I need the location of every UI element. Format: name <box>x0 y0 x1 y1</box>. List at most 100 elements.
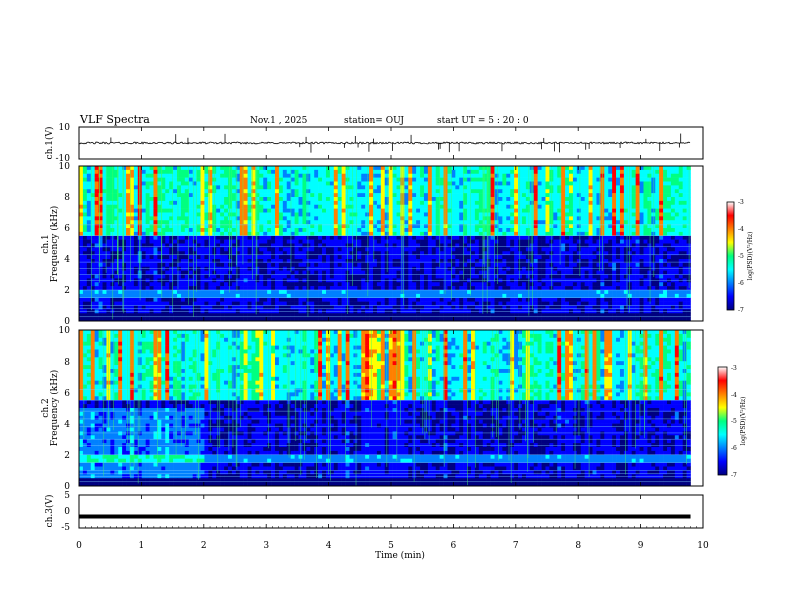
spectrogram-cell <box>427 228 433 233</box>
spectrogram-cell <box>490 220 495 225</box>
spectrogram-cell <box>200 247 205 252</box>
spectrogram-cell <box>259 274 264 279</box>
spectrogram-cell <box>569 239 574 244</box>
spectrogram-cell <box>584 220 589 225</box>
spectrogram-cell <box>357 169 362 175</box>
spectrogram-cell <box>451 243 456 248</box>
spectrogram-cell <box>165 243 170 248</box>
spectrogram-cell <box>639 181 644 186</box>
spectrogram-cell <box>651 220 656 225</box>
spectrogram-cell <box>188 274 193 279</box>
spectrogram-cell <box>294 255 299 260</box>
spectrogram-cell <box>259 193 264 198</box>
spectrogram-cell <box>467 262 472 268</box>
spectrogram-cell <box>98 262 103 268</box>
spectrogram-cell <box>349 216 354 221</box>
spectrogram-cell <box>478 173 484 178</box>
spectrogram-cell <box>655 208 660 213</box>
spectrogram-cell <box>361 259 366 264</box>
spectrogram-cell <box>290 185 295 190</box>
spectrogram-cell <box>204 266 209 271</box>
spectrogram-cell <box>580 216 585 221</box>
spectrogram-cell <box>494 251 499 256</box>
spectrogram-cell <box>510 185 515 190</box>
spectrogram-cell <box>490 181 495 186</box>
spectrogram-cell <box>608 208 613 213</box>
spectrogram-cell <box>192 239 197 244</box>
spectrogram-cell <box>196 255 201 260</box>
spectrogram-cell <box>565 204 570 209</box>
spectrogram-cell <box>435 251 440 256</box>
spectrogram-cell <box>173 200 178 206</box>
spectrogram-cell <box>498 208 503 213</box>
spectrogram-cell <box>306 197 311 202</box>
spectrogram-cell <box>459 166 464 171</box>
spectrogram-cell <box>431 212 437 217</box>
spectrogram-cell <box>216 274 221 279</box>
spectrogram-cell <box>329 228 335 233</box>
spectrogram-cell <box>126 282 131 287</box>
spectrogram-cell <box>396 259 401 264</box>
spectrogram-cell <box>623 200 629 206</box>
spectrogram-cell <box>145 173 150 178</box>
spectrogram-cell <box>306 274 311 279</box>
spectrogram-cell <box>267 181 272 186</box>
spectrogram-cell <box>510 270 515 275</box>
spectrogram-cell <box>561 270 566 275</box>
spectrogram-cell <box>525 259 531 264</box>
spectrogram-cell <box>647 189 652 194</box>
spectrogram-cell <box>655 228 660 233</box>
spectrogram-cell <box>478 216 484 221</box>
spectrogram-cell <box>569 173 574 178</box>
spectrogram-cell <box>659 216 664 221</box>
spectrogram-cell <box>592 262 597 268</box>
spectrogram-cell <box>122 243 127 248</box>
spectrogram-cell <box>639 216 644 221</box>
spectrogram-cell <box>580 239 585 244</box>
spectrogram-cell <box>361 189 366 194</box>
spectrogram-cell <box>177 212 182 217</box>
spectrogram-cell <box>196 177 201 182</box>
spectrogram-cell <box>224 185 229 190</box>
spectrogram-cell <box>282 216 288 221</box>
spectrogram-cell <box>498 166 503 171</box>
spectrogram-cell <box>533 181 538 186</box>
spectrogram-cell <box>392 169 397 175</box>
spectrogram-cell <box>506 274 511 279</box>
spectrogram-cell <box>357 259 362 264</box>
spectrogram-cell <box>521 173 527 178</box>
spectrogram-cell <box>533 282 538 287</box>
spectrogram-cell <box>98 189 103 194</box>
spectrogram-cell <box>423 231 429 237</box>
spectrogram-cell <box>623 181 629 186</box>
spectrogram-cell <box>208 247 213 252</box>
spectrogram-cell <box>149 247 154 252</box>
spectrogram-cell <box>122 228 127 233</box>
spectrogram-cell <box>420 282 425 287</box>
spectrogram-cell <box>678 270 683 275</box>
spectrogram-cell <box>678 220 683 225</box>
spectrogram-cell <box>674 181 680 186</box>
spectrogram-cell <box>670 282 676 287</box>
spectrogram-cell <box>373 231 378 237</box>
spectrogram-cell <box>439 251 444 256</box>
spectrogram-cell <box>271 266 276 271</box>
spectrogram-cell <box>141 185 146 190</box>
spectrogram-cell <box>537 189 542 194</box>
spectrogram-cell <box>106 220 111 225</box>
spectrogram-cell <box>310 169 315 175</box>
spectrogram-cell <box>204 247 209 252</box>
spectrogram-cell <box>255 193 260 198</box>
spectrogram-cell <box>267 247 272 252</box>
spectrogram-cell <box>82 173 88 178</box>
spectrogram-cell <box>490 169 495 175</box>
spectrogram-cell <box>616 274 621 279</box>
spectrogram-cell <box>86 173 92 178</box>
spectrogram-cell <box>525 247 531 252</box>
spectrogram-cell <box>388 255 393 260</box>
spectrogram-cell <box>129 185 135 190</box>
spectrogram-cell <box>357 200 362 206</box>
spectrogram-cell <box>82 169 88 175</box>
spectrogram-cell <box>455 266 460 271</box>
spectrogram-cell <box>243 286 248 291</box>
